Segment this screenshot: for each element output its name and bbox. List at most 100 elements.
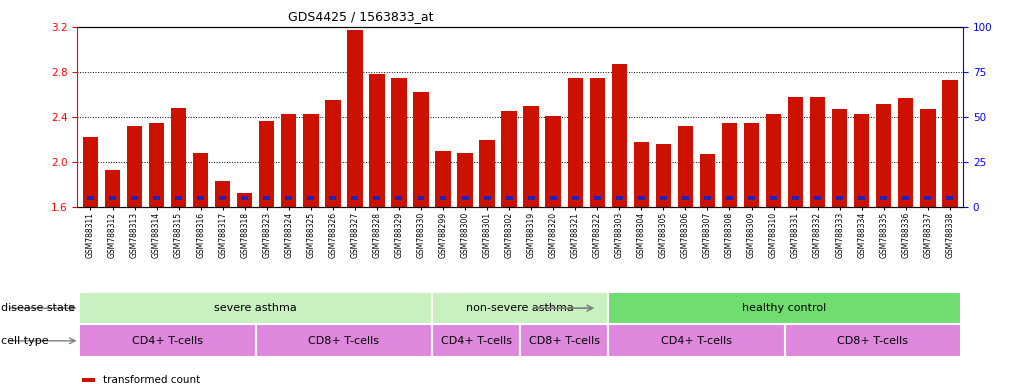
Bar (259, 121, 274, 207)
Text: CD4+ T-cells: CD4+ T-cells (132, 336, 203, 346)
Text: CD8+ T-cells: CD8+ T-cells (308, 336, 379, 346)
Bar (633, 142, 649, 207)
Bar (303, 114, 318, 207)
Bar (109, 195, 116, 200)
Bar (215, 181, 231, 207)
Bar (127, 126, 142, 207)
Bar (432, 324, 520, 357)
Text: CD4+ T-cells: CD4+ T-cells (441, 336, 512, 346)
Bar (902, 195, 909, 200)
Bar (699, 154, 715, 207)
Bar (351, 195, 358, 200)
Bar (82, 137, 98, 207)
Bar (281, 114, 297, 207)
Bar (417, 195, 424, 200)
Bar (703, 195, 711, 200)
Bar (788, 97, 803, 207)
Bar (947, 195, 954, 200)
Text: non-severe asthma: non-severe asthma (467, 303, 574, 313)
Bar (792, 195, 799, 200)
Text: healthy control: healthy control (743, 303, 827, 313)
Bar (612, 64, 627, 207)
Bar (523, 106, 539, 207)
Bar (479, 140, 494, 207)
Bar (131, 195, 138, 200)
Bar (616, 195, 623, 200)
Bar (175, 195, 182, 200)
Text: cell type: cell type (1, 336, 48, 346)
Bar (660, 195, 666, 200)
Bar (770, 195, 777, 200)
Bar (810, 97, 825, 207)
Bar (550, 195, 556, 200)
Bar (241, 195, 248, 200)
Bar (785, 324, 961, 357)
Bar (836, 195, 844, 200)
Bar (153, 195, 160, 200)
Bar (638, 195, 645, 200)
Text: GDS4425 / 1563833_at: GDS4425 / 1563833_at (287, 10, 434, 23)
Bar (726, 195, 733, 200)
Bar (748, 195, 755, 200)
Text: transformed count: transformed count (103, 375, 200, 384)
Bar (881, 195, 887, 200)
Bar (589, 78, 605, 207)
Bar (79, 324, 255, 357)
Bar (814, 195, 821, 200)
Bar (942, 80, 958, 207)
Text: CD8+ T-cells: CD8+ T-cells (837, 336, 908, 346)
Bar (520, 324, 609, 357)
Bar (79, 292, 432, 324)
Bar (347, 30, 363, 207)
Bar (506, 195, 513, 200)
Bar (457, 153, 473, 207)
Bar (854, 114, 869, 207)
Bar (568, 78, 583, 207)
Bar (255, 324, 432, 357)
Text: CD8+ T-cells: CD8+ T-cells (528, 336, 599, 346)
Bar (766, 114, 782, 207)
Bar (237, 193, 252, 207)
Bar (307, 195, 314, 200)
Bar (572, 195, 579, 200)
Bar (656, 144, 672, 207)
Bar (924, 195, 931, 200)
Bar (594, 195, 600, 200)
Bar (82, 378, 95, 382)
Bar (876, 104, 891, 207)
Bar (87, 195, 94, 200)
Bar (682, 195, 689, 200)
Bar (527, 195, 535, 200)
Bar (197, 195, 204, 200)
Bar (149, 123, 165, 207)
Bar (105, 170, 121, 207)
Bar (436, 151, 451, 207)
Bar (413, 92, 428, 207)
Bar (219, 195, 227, 200)
Bar (391, 78, 407, 207)
Bar (898, 98, 914, 207)
Bar (285, 195, 293, 200)
Text: disease state: disease state (1, 303, 75, 313)
Bar (502, 111, 517, 207)
Bar (432, 292, 609, 324)
Bar (330, 195, 337, 200)
Text: CD4+ T-cells: CD4+ T-cells (661, 336, 732, 346)
Bar (440, 195, 446, 200)
Bar (369, 74, 384, 207)
Bar (193, 153, 208, 207)
Bar (678, 126, 693, 207)
Bar (546, 116, 561, 207)
Bar (832, 109, 848, 207)
Bar (609, 292, 961, 324)
Bar (264, 195, 270, 200)
Bar (858, 195, 865, 200)
Bar (396, 195, 403, 200)
Bar (920, 109, 935, 207)
Bar (325, 100, 341, 207)
Bar (722, 123, 737, 207)
Bar (484, 195, 490, 200)
Text: severe asthma: severe asthma (214, 303, 297, 313)
Bar (744, 123, 759, 207)
Bar (461, 195, 469, 200)
